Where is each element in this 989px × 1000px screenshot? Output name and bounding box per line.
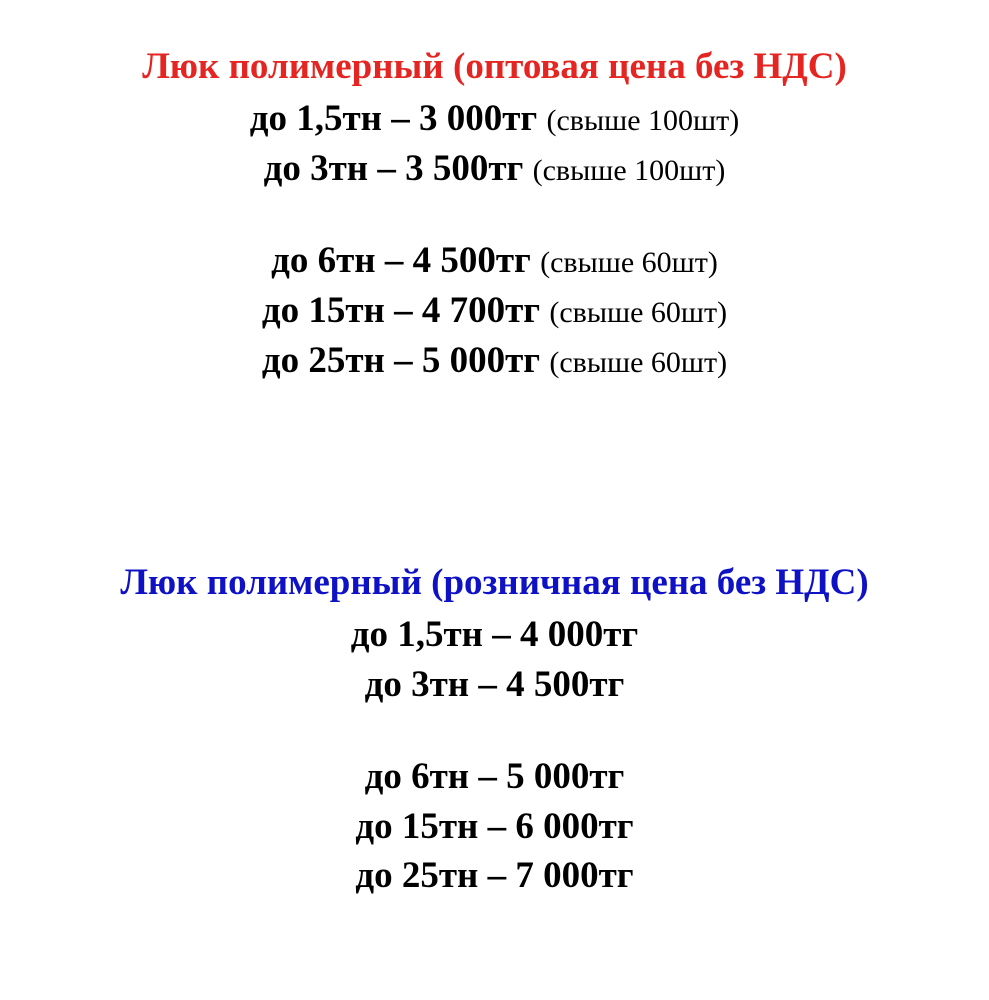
price-note: (свыше 60шт) bbox=[540, 246, 718, 279]
price-line: до 1,5тн – 3 000тг (свыше 100шт) bbox=[0, 94, 989, 144]
price-line: до 1,5тн – 4 000тг bbox=[0, 610, 989, 660]
price-main: до 15тн – 6 000тг bbox=[355, 806, 633, 847]
price-line: до 6тн – 4 500тг (свыше 60шт) bbox=[0, 236, 989, 286]
price-line: до 3тн – 3 500тг (свыше 100шт) bbox=[0, 144, 989, 194]
price-note: (свыше 100шт) bbox=[533, 154, 726, 187]
price-main: до 1,5тн – 3 000тг bbox=[250, 98, 547, 139]
wholesale-section: Люк полимерный (оптовая цена без НДС) до… bbox=[0, 45, 989, 386]
price-line: до 6тн – 5 000тг bbox=[0, 752, 989, 802]
price-note: (свыше 100шт) bbox=[546, 104, 739, 137]
wholesale-title: Люк полимерный (оптовая цена без НДС) bbox=[0, 45, 989, 88]
price-main: до 25тн – 5 000тг bbox=[262, 340, 549, 381]
price-main: до 6тн – 5 000тг bbox=[365, 756, 625, 797]
price-main: до 6тн – 4 500тг bbox=[271, 240, 540, 281]
price-line: до 15тн – 6 000тг bbox=[0, 802, 989, 852]
price-main: до 25тн – 7 000тг bbox=[355, 855, 633, 896]
retail-title: Люк полимерный (розничная цена без НДС) bbox=[0, 561, 989, 604]
retail-section: Люк полимерный (розничная цена без НДС) … bbox=[0, 561, 989, 902]
section-spacer bbox=[0, 386, 989, 561]
price-main: до 1,5тн – 4 000тг bbox=[351, 614, 638, 655]
price-line: до 3тн – 4 500тг bbox=[0, 660, 989, 710]
price-line: до 15тн – 4 700тг (свыше 60шт) bbox=[0, 286, 989, 336]
group-spacer bbox=[0, 194, 989, 236]
price-note: (свыше 60шт) bbox=[549, 296, 727, 329]
price-line: до 25тн – 7 000тг bbox=[0, 851, 989, 901]
price-main: до 3тн – 3 500тг bbox=[264, 148, 533, 189]
price-line: до 25тн – 5 000тг (свыше 60шт) bbox=[0, 336, 989, 386]
price-main: до 3тн – 4 500тг bbox=[365, 664, 625, 705]
price-main: до 15тн – 4 700тг bbox=[262, 290, 549, 331]
group-spacer bbox=[0, 710, 989, 752]
price-note: (свыше 60шт) bbox=[549, 346, 727, 379]
